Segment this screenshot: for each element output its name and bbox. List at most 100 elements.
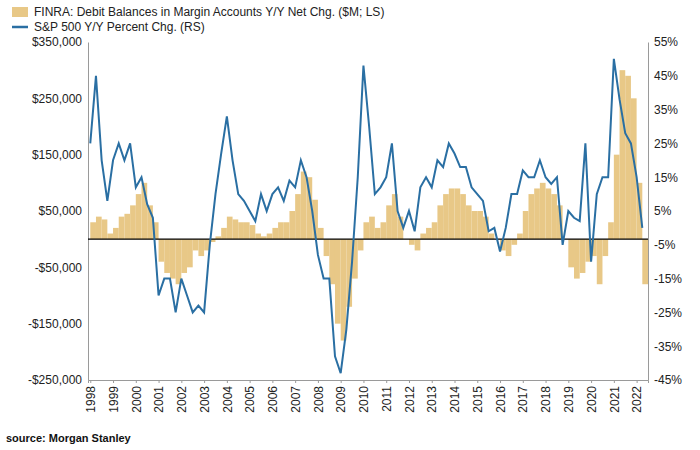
tick-label: 2007 [289, 386, 303, 413]
bar [107, 234, 113, 240]
bar [164, 239, 170, 273]
bar [375, 228, 381, 239]
tick-label: -45% [654, 373, 682, 387]
tick-mark [204, 380, 205, 383]
bar [455, 188, 461, 239]
bar [546, 188, 552, 239]
tick-mark [90, 380, 91, 383]
tick: 2006 [266, 380, 280, 413]
bar [119, 217, 125, 240]
bar [426, 228, 432, 239]
tick-label: $50,000 [39, 204, 83, 218]
tick-mark [181, 380, 182, 383]
tick-label: 2005 [243, 386, 257, 413]
bar [124, 214, 130, 239]
legend: FINRA: Debit Balances in Margin Accounts… [12, 5, 384, 34]
bar [318, 228, 324, 239]
bar [506, 239, 512, 256]
tick: 2002 [175, 380, 189, 413]
legend-swatch [12, 7, 28, 17]
tick-mark [614, 380, 615, 383]
bar [170, 239, 176, 278]
bar [625, 76, 631, 239]
tick-label: -25% [654, 306, 682, 320]
bar [460, 194, 466, 239]
tick-mark [341, 380, 342, 383]
bar [363, 222, 369, 239]
tick: 25% [648, 137, 678, 151]
bar [523, 211, 529, 239]
tick: 2010 [357, 380, 371, 413]
tick-mark [159, 380, 160, 383]
tick: 2011 [380, 380, 394, 412]
bar [193, 239, 199, 250]
y2-axis-line [648, 43, 649, 381]
y-axis-line [88, 43, 89, 381]
tick-label: -$150,000 [28, 317, 82, 331]
bar [517, 234, 523, 240]
tick: $250,000 [32, 92, 88, 106]
tick: 45% [648, 69, 678, 83]
tick: 2014 [448, 380, 462, 413]
bar [608, 222, 614, 239]
bar [420, 234, 426, 240]
bar [113, 228, 119, 239]
tick-label: 2001 [152, 386, 166, 413]
bar [551, 194, 557, 239]
tick-label: 2000 [130, 386, 144, 413]
bar [329, 239, 335, 284]
bar [511, 239, 517, 245]
bar [90, 222, 96, 239]
bar [187, 239, 193, 267]
x-axis: 1998199920002001200220032004200520062007… [84, 380, 649, 413]
bar [642, 239, 648, 284]
tick-mark [432, 380, 433, 383]
bar [432, 222, 438, 239]
bar [233, 219, 239, 239]
tick-label: 2017 [516, 386, 530, 413]
tick: -$50,000 [35, 261, 88, 275]
bar [341, 239, 347, 340]
tick: 2000 [130, 380, 144, 413]
tick: 2015 [471, 380, 485, 413]
bar [358, 239, 364, 250]
bar [335, 239, 341, 324]
marks [88, 59, 648, 373]
bar [574, 239, 580, 278]
bar [221, 228, 227, 239]
tick-label: 2014 [448, 386, 462, 413]
bar [580, 239, 586, 273]
chart: -$250,000-$150,000-$50,000$50,000$150,00… [0, 0, 700, 450]
bar [415, 239, 421, 250]
bar [102, 219, 108, 239]
tick-label: 1998 [84, 386, 98, 413]
legend-label: S&P 500 Y/Y Percent Chg. (RS) [34, 20, 205, 34]
tick: -45% [648, 373, 682, 387]
tick: 2008 [312, 380, 326, 413]
tick-label: -15% [654, 272, 682, 286]
bar [278, 222, 284, 239]
tick-label: 35% [654, 103, 678, 117]
bar [130, 205, 136, 239]
bar [227, 217, 233, 240]
bar [295, 194, 301, 239]
bar [244, 222, 250, 239]
tick-mark [568, 380, 569, 383]
tick-mark [409, 380, 410, 383]
legend-item: FINRA: Debit Balances in Margin Accounts… [12, 5, 384, 19]
bar [96, 217, 102, 240]
tick-mark [227, 380, 228, 383]
tick-label: 15% [654, 171, 678, 185]
bar [443, 194, 449, 239]
tick: 2020 [585, 380, 599, 413]
tick-mark [295, 380, 296, 383]
tick: 5% [648, 204, 672, 218]
bar [136, 194, 142, 239]
line [90, 59, 642, 373]
tick-label: 2012 [403, 386, 417, 413]
tick: $350,000 [32, 35, 88, 49]
tick-label: 1999 [107, 386, 121, 413]
bar [540, 183, 546, 239]
tick: 2003 [198, 380, 212, 413]
tick-mark [591, 380, 592, 383]
